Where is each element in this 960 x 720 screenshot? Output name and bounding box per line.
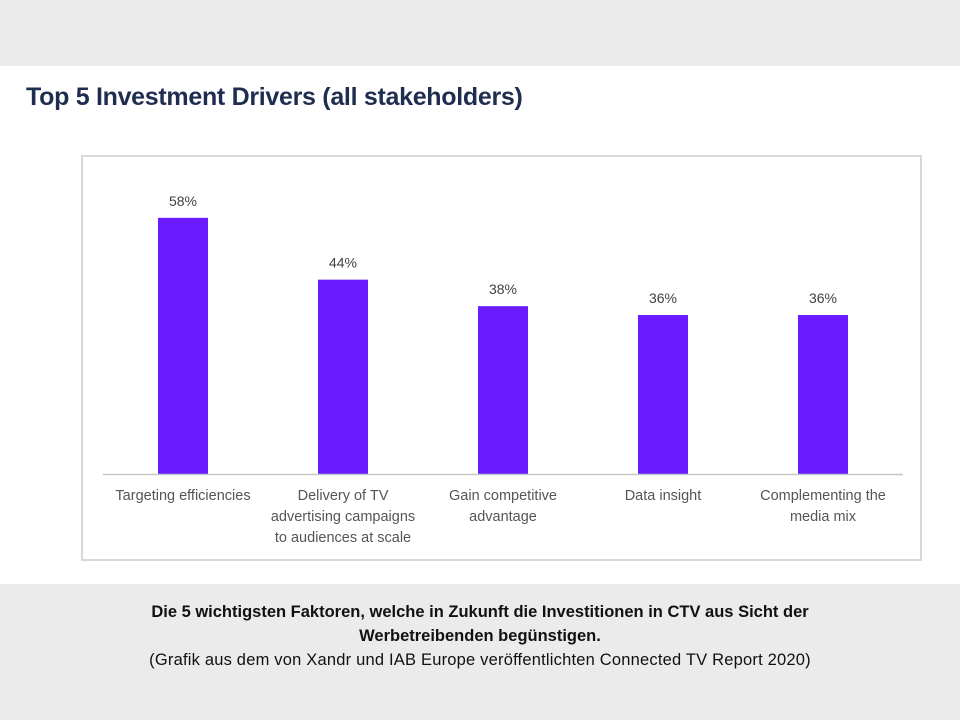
data-label-3: 38%	[489, 281, 517, 297]
bar-4	[638, 315, 688, 474]
caption-source: (Grafik aus dem von Xandr und IAB Europe…	[149, 651, 811, 669]
bar-2	[318, 279, 368, 474]
bar-1	[158, 217, 208, 475]
chart-frame: 58% 44% 38% 36% 36% Targeting efficiencies De…	[81, 155, 922, 561]
bar-5	[798, 315, 848, 474]
data-label-2: 44%	[329, 255, 357, 271]
chart-title: Top 5 Investment Drivers (all stakeholde…	[26, 83, 523, 111]
data-label-5: 36%	[809, 290, 837, 306]
x-tick-label-1: Targeting efficiencies	[115, 488, 251, 504]
x-tick-label-2: Delivery of TV advertising campaigns to …	[270, 488, 416, 546]
data-label-4: 36%	[649, 290, 677, 306]
x-tick-label-5: Complementing the media mix	[760, 488, 886, 525]
x-tick-label-3: Gain competitive advantage	[449, 488, 557, 525]
x-tick-label-4: Data insight	[624, 488, 702, 504]
caption-title: Die 5 wichtigsten Faktoren, welche in Zu…	[151, 603, 809, 645]
bar-chart: 58% 44% 38% 36% 36%	[103, 193, 903, 476]
bar-3	[478, 306, 528, 474]
data-label-1: 58%	[169, 193, 197, 209]
caption: Die 5 wichtigsten Faktoren, welche in Zu…	[30, 600, 930, 672]
